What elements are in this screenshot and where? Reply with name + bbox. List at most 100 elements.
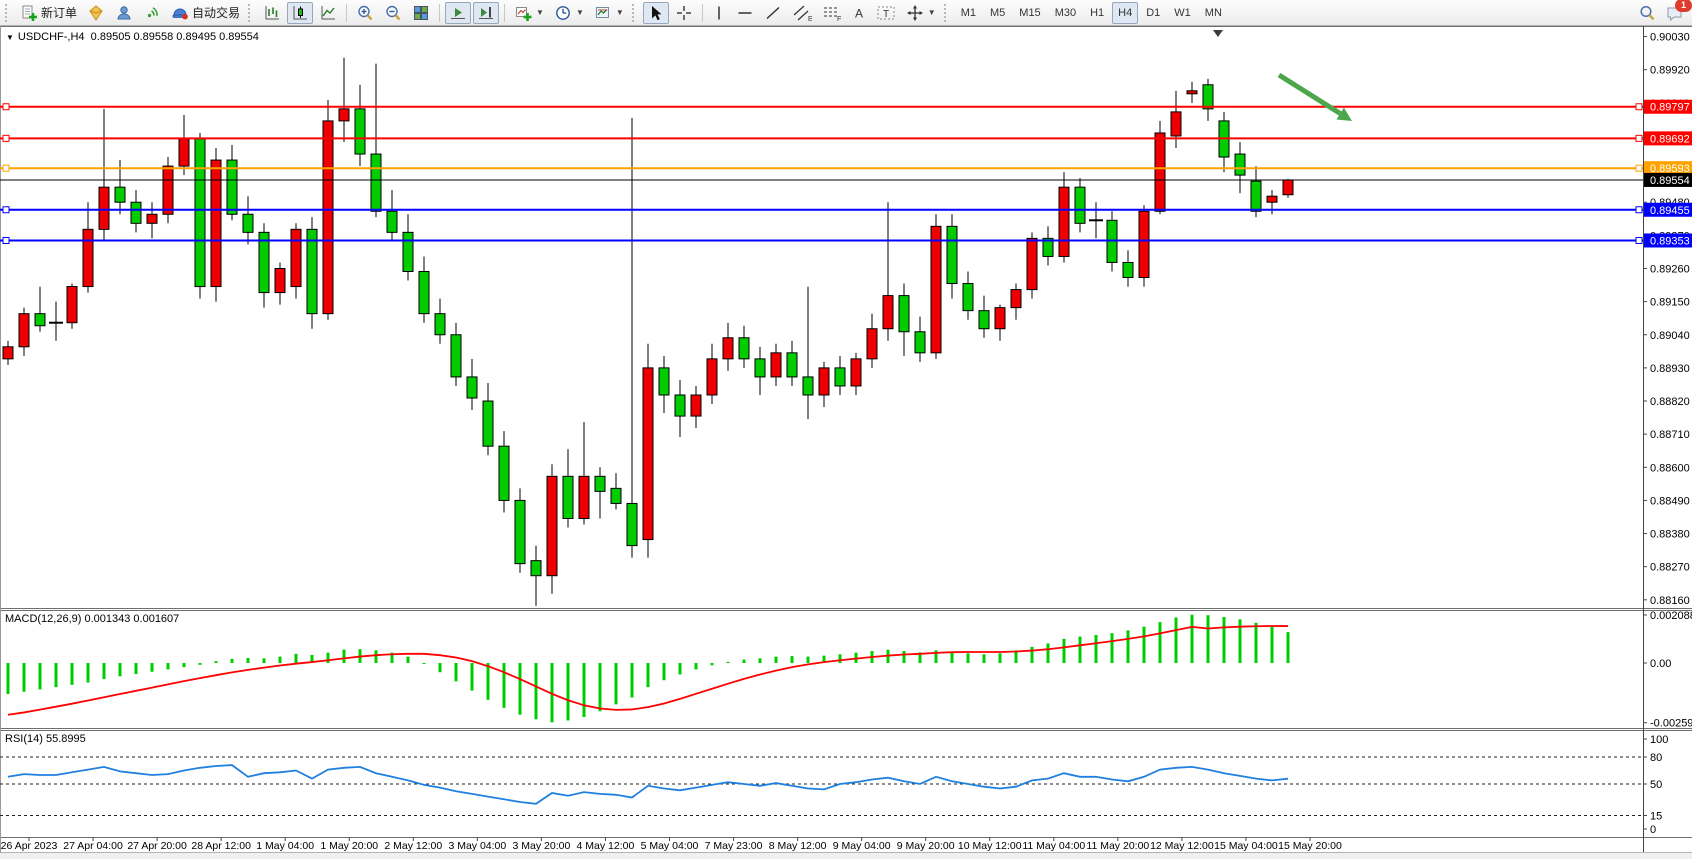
auto-trading-button[interactable]: 自动交易 <box>167 2 244 24</box>
macd-histogram-bar <box>214 661 218 663</box>
candle-bullish <box>1170 111 1182 137</box>
tf-m5-button[interactable]: M5 <box>984 2 1011 24</box>
crystal-icon <box>89 4 103 21</box>
text-tool-button[interactable]: A <box>848 2 870 24</box>
tile-windows-button[interactable] <box>408 2 434 24</box>
candle-bullish <box>818 367 830 396</box>
chart-plot-area[interactable]: 0.900300.899200.898100.897000.895900.894… <box>0 26 1692 859</box>
crosshair-tool-button[interactable] <box>671 2 697 24</box>
price-axis[interactable]: 0.900300.899200.898100.897000.895900.894… <box>1643 32 1690 607</box>
tf-w1-button[interactable]: W1 <box>1168 2 1197 24</box>
symbol-dropdown-icon[interactable]: ▼ <box>6 33 14 42</box>
bar-chart-mode-button[interactable] <box>259 2 285 24</box>
candle-bearish <box>1202 84 1214 110</box>
auto-scroll-button[interactable] <box>445 1 472 24</box>
candle-bearish <box>674 394 686 417</box>
chart-shift-marker[interactable] <box>1213 30 1223 37</box>
svg-text:A: A <box>855 6 863 20</box>
toolbar-grip <box>943 3 951 22</box>
horizontal-line-object[interactable] <box>0 206 1643 214</box>
tf-m30-button[interactable]: M30 <box>1049 2 1082 24</box>
line-chart-icon <box>321 5 336 19</box>
candle-bullish <box>1010 289 1022 309</box>
tile-windows-icon <box>414 5 429 20</box>
svg-text:0.89692: 0.89692 <box>1650 133 1690 145</box>
tf-h1-button[interactable]: H1 <box>1084 2 1110 24</box>
chart-shift-button[interactable] <box>473 1 500 24</box>
vertical-line-tool-button[interactable] <box>708 2 730 24</box>
time-axis[interactable]: 26 Apr 2023 27 Apr 04:00 27 Apr 20:00 28 Ap… <box>1 837 1342 853</box>
templates-button[interactable]: ▼ <box>590 2 628 24</box>
macd-histogram-bar <box>774 656 778 663</box>
horizontal-line-object[interactable] <box>0 236 1643 244</box>
label-tool-button[interactable]: T <box>872 2 900 24</box>
candle-bearish <box>130 201 142 224</box>
line-anchor-handle[interactable] <box>2 236 10 244</box>
macd-histogram-bar <box>166 663 170 670</box>
candle-bullish <box>178 138 190 167</box>
line-anchor-handle[interactable] <box>2 206 10 214</box>
candle-bullish <box>1058 186 1070 257</box>
horizontal-line-object[interactable] <box>0 103 1643 111</box>
candle-bearish <box>450 334 462 378</box>
candle-bullish <box>290 228 302 288</box>
tf-d1-button[interactable]: D1 <box>1140 2 1166 24</box>
svg-text:0.89353: 0.89353 <box>1650 235 1690 247</box>
tf-h4-button[interactable]: H4 <box>1112 1 1139 24</box>
candle-bearish <box>610 487 622 504</box>
cursor-tool-button[interactable] <box>642 1 669 24</box>
arrow-annotation[interactable] <box>1277 72 1352 121</box>
indicators-button[interactable]: ▼ <box>510 2 548 24</box>
candle-bearish <box>626 502 638 547</box>
macd-histogram-bar <box>406 656 410 663</box>
text-a-icon: A <box>855 6 863 20</box>
tf-m1-button[interactable]: M1 <box>955 2 982 24</box>
trendline-icon <box>766 6 780 19</box>
candle-bearish <box>370 153 382 212</box>
tf-m15-button[interactable]: M15 <box>1013 2 1046 24</box>
periods-button[interactable]: ▼ <box>550 2 588 24</box>
macd-histogram-bar <box>1014 650 1018 663</box>
macd-histogram-bar <box>342 649 346 663</box>
horizontal-line-object[interactable] <box>0 164 1643 172</box>
trendline-tool-button[interactable] <box>760 2 786 24</box>
line-anchor-handle[interactable] <box>1635 236 1643 244</box>
macd-histogram-bar <box>1110 633 1114 663</box>
price-tag: 0.89554 <box>1644 172 1692 187</box>
tf-mn-button[interactable]: MN <box>1199 2 1228 24</box>
line-anchor-handle[interactable] <box>2 164 10 172</box>
line-anchor-handle[interactable] <box>1635 103 1643 111</box>
candlestick-mode-button[interactable] <box>287 1 314 24</box>
line-anchor-handle[interactable] <box>1635 206 1643 214</box>
price-tick-label: 0.88820 <box>1650 396 1690 408</box>
equidistant-channel-tool-button[interactable]: E <box>788 2 816 24</box>
line-anchor-handle[interactable] <box>1635 164 1643 172</box>
community-button[interactable] <box>111 2 137 24</box>
search-button[interactable] <box>1634 2 1660 24</box>
arrows-tool-button[interactable]: ▼ <box>902 2 940 24</box>
horizontal-line-object[interactable] <box>0 134 1643 142</box>
macd-tick-label: 0.002088 <box>1650 610 1692 622</box>
notifications-button[interactable]: 1 <box>1662 0 1692 24</box>
macd-histogram-bar <box>278 656 282 663</box>
macd-histogram-bar <box>70 663 74 685</box>
line-anchor-handle[interactable] <box>1635 134 1643 142</box>
zoom-in-button[interactable] <box>352 2 378 24</box>
candle-bearish <box>242 213 254 233</box>
macd-histogram-bar <box>246 657 250 663</box>
zoom-out-button[interactable] <box>380 2 406 24</box>
candle-bearish <box>194 138 206 288</box>
line-anchor-handle[interactable] <box>2 134 10 142</box>
candle-bearish <box>1250 180 1262 212</box>
chevron-down-icon: ▼ <box>575 8 584 17</box>
new-order-button[interactable]: 新订单 <box>16 2 81 24</box>
signals-button[interactable] <box>139 2 165 24</box>
fibonacci-tool-button[interactable]: F <box>818 2 846 24</box>
arrows-icon <box>906 4 923 21</box>
mql5-market-button[interactable] <box>83 2 109 24</box>
line-anchor-handle[interactable] <box>2 103 10 111</box>
line-chart-mode-button[interactable] <box>315 2 341 24</box>
macd-histogram-bar <box>1270 626 1274 663</box>
horizontal-line-tool-button[interactable] <box>732 2 758 24</box>
candle-bearish <box>418 271 430 315</box>
